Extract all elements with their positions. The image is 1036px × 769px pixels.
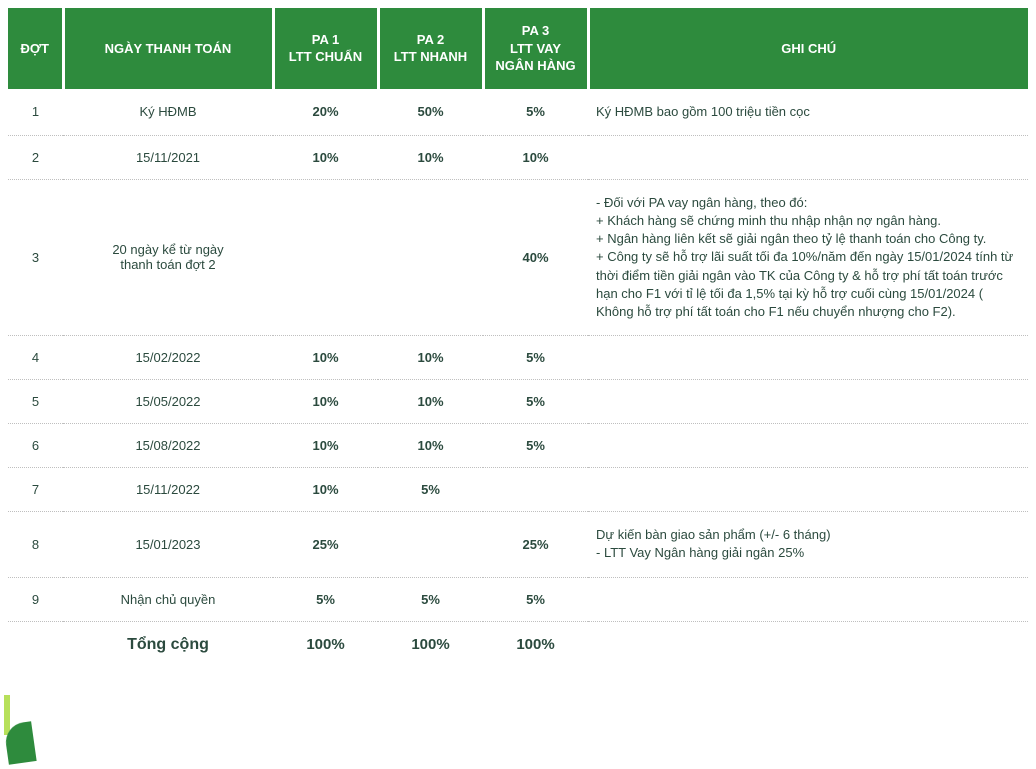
cell-pa3	[483, 468, 588, 512]
cell-pa3: 5%	[483, 336, 588, 380]
total-blank	[8, 621, 63, 668]
cell-note: - Đối với PA vay ngân hàng, theo đó: + K…	[588, 179, 1028, 335]
cell-batch: 4	[8, 336, 63, 380]
cell-batch: 5	[8, 380, 63, 424]
cell-date: 15/08/2022	[63, 424, 273, 468]
header-col-date: NGÀY THANH TOÁN	[63, 8, 273, 89]
header-col-note: GHI CHÚ	[588, 8, 1028, 89]
cell-note: Ký HĐMB bao gồm 100 triệu tiền cọc	[588, 89, 1028, 136]
cell-date: 15/01/2023	[63, 512, 273, 577]
cell-pa3: 5%	[483, 380, 588, 424]
cell-pa3: 25%	[483, 512, 588, 577]
payment-schedule-table: ĐỢT NGÀY THANH TOÁN PA 1LTT CHUẨN PA 2LT…	[8, 8, 1028, 668]
table-body: 1Ký HĐMB20%50%5%Ký HĐMB bao gồm 100 triệ…	[8, 89, 1028, 668]
cell-pa2: 10%	[378, 135, 483, 179]
table-row: 320 ngày kể từ ngày thanh toán đợt 2 40%-…	[8, 179, 1028, 335]
cell-batch: 9	[8, 577, 63, 621]
cell-pa1: 10%	[273, 424, 378, 468]
table-row: 1Ký HĐMB20%50%5%Ký HĐMB bao gồm 100 triệ…	[8, 89, 1028, 136]
cell-pa1: 20%	[273, 89, 378, 136]
cell-date: 15/02/2022	[63, 336, 273, 380]
cell-note: Dự kiến bàn giao sản phẩm (+/- 6 tháng) …	[588, 512, 1028, 577]
table-row: 415/02/202210%10%5%	[8, 336, 1028, 380]
header-col-pa1: PA 1LTT CHUẨN	[273, 8, 378, 89]
cell-note	[588, 577, 1028, 621]
cell-pa2: 50%	[378, 89, 483, 136]
cell-pa2: 10%	[378, 380, 483, 424]
cell-pa3: 10%	[483, 135, 588, 179]
total-pa3: 100%	[483, 621, 588, 668]
cell-note	[588, 468, 1028, 512]
header-col-pa2: PA 2LTT NHANH	[378, 8, 483, 89]
cell-pa2	[378, 512, 483, 577]
header-col-pa3: PA 3LTT VAYNGÂN HÀNG	[483, 8, 588, 89]
cell-pa2	[378, 179, 483, 335]
cell-batch: 8	[8, 512, 63, 577]
cell-note	[588, 135, 1028, 179]
table-row: 615/08/202210%10%5%	[8, 424, 1028, 468]
cell-pa1: 10%	[273, 336, 378, 380]
cell-pa1: 10%	[273, 135, 378, 179]
cell-pa1	[273, 179, 378, 335]
cell-note	[588, 380, 1028, 424]
cell-date: Nhận chủ quyền	[63, 577, 273, 621]
table-header: ĐỢT NGÀY THANH TOÁN PA 1LTT CHUẨN PA 2LT…	[8, 8, 1028, 89]
cell-pa3: 40%	[483, 179, 588, 335]
total-pa2: 100%	[378, 621, 483, 668]
cell-pa3: 5%	[483, 89, 588, 136]
table-row-total: Tổng cộng100%100%100%	[8, 621, 1028, 668]
cell-pa2: 10%	[378, 336, 483, 380]
cell-batch: 7	[8, 468, 63, 512]
cell-batch: 2	[8, 135, 63, 179]
cell-date: 20 ngày kể từ ngày thanh toán đợt 2	[63, 179, 273, 335]
table-row: 515/05/202210%10%5%	[8, 380, 1028, 424]
cell-batch: 6	[8, 424, 63, 468]
table-row: 215/11/202110%10%10%	[8, 135, 1028, 179]
cell-batch: 3	[8, 179, 63, 335]
cell-date: 15/05/2022	[63, 380, 273, 424]
header-col-batch: ĐỢT	[8, 8, 63, 89]
cell-date: 15/11/2021	[63, 135, 273, 179]
total-pa1: 100%	[273, 621, 378, 668]
cell-date: 15/11/2022	[63, 468, 273, 512]
cell-note	[588, 424, 1028, 468]
cell-pa2: 10%	[378, 424, 483, 468]
table-row: 9Nhận chủ quyền5%5%5%	[8, 577, 1028, 621]
cell-pa3: 5%	[483, 424, 588, 468]
table-row: 815/01/202325%25%Dự kiến bàn giao sản ph…	[8, 512, 1028, 577]
total-label: Tổng cộng	[63, 621, 273, 668]
total-note	[588, 621, 1028, 668]
cell-pa1: 10%	[273, 468, 378, 512]
cell-pa1: 5%	[273, 577, 378, 621]
cell-pa2: 5%	[378, 577, 483, 621]
cell-batch: 1	[8, 89, 63, 136]
cell-pa1: 10%	[273, 380, 378, 424]
cell-pa3: 5%	[483, 577, 588, 621]
cell-date: Ký HĐMB	[63, 89, 273, 136]
cell-pa1: 25%	[273, 512, 378, 577]
cell-pa2: 5%	[378, 468, 483, 512]
cell-note	[588, 336, 1028, 380]
table-row: 715/11/202210%5%	[8, 468, 1028, 512]
